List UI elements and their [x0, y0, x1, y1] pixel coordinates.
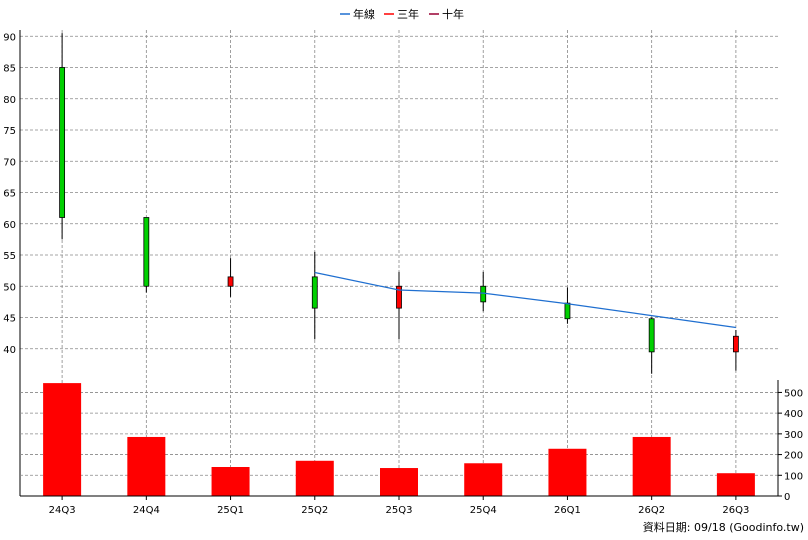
price-tick-label: 90 — [3, 32, 16, 43]
x-tick-label: 25Q1 — [217, 505, 244, 516]
volume-bar — [295, 460, 334, 496]
volume-tick-label: 500 — [784, 388, 803, 399]
x-tick-label: 26Q3 — [722, 505, 749, 516]
legend-label: 年線 — [353, 7, 375, 21]
volume-bar — [464, 463, 503, 496]
volume-bar — [43, 383, 82, 496]
legend-label: 三年 — [397, 7, 419, 21]
price-tick-label: 75 — [3, 126, 16, 137]
price-tick-label: 80 — [3, 95, 16, 106]
candle-body — [311, 276, 318, 309]
volume-bar — [380, 468, 418, 496]
x-tick-label: 26Q1 — [554, 505, 581, 516]
price-panel: 40 45 50 55 60 65 70 75 80 85 90 — [3, 30, 778, 496]
x-tick-label: 25Q2 — [301, 505, 328, 516]
candle-body — [564, 302, 571, 320]
x-axis: 24Q3 24Q4 25Q1 25Q2 25Q3 25Q4 26Q1 26Q2 26Q3 — [20, 495, 778, 516]
candle-body — [648, 318, 655, 353]
volume-panel: 0 100 200 300 400 500 — [20, 380, 803, 503]
candle-body — [732, 335, 739, 353]
volume-bar — [211, 467, 250, 496]
price-tick-label: 40 — [3, 345, 16, 356]
x-tick-label: 26Q2 — [638, 505, 665, 516]
legend: 年線 三年 十年 — [340, 7, 464, 21]
price-tick-label: 55 — [3, 251, 16, 262]
candle-body — [143, 217, 150, 287]
volume-tick-label: 0 — [784, 492, 790, 503]
volume-tick-label: 400 — [784, 409, 803, 420]
volume-bar — [127, 436, 166, 496]
candle-body — [59, 67, 66, 218]
price-tick-label: 70 — [3, 157, 16, 168]
volume-tick-label: 300 — [784, 430, 803, 441]
annual-line — [314, 271, 736, 329]
legend-label: 十年 — [442, 7, 464, 21]
x-tick-label: 25Q4 — [470, 505, 497, 516]
data-date-credit: 資料日期: 09/18 (Goodinfo.tw) — [643, 520, 804, 534]
price-tick-label: 65 — [3, 189, 16, 200]
volume-tick-label: 100 — [784, 471, 803, 482]
candle-body — [227, 276, 234, 287]
price-tick-label: 85 — [3, 64, 16, 75]
price-tick-label: 50 — [3, 282, 16, 293]
price-tick-label: 45 — [3, 314, 16, 325]
price-tick-label: 60 — [3, 220, 16, 231]
volume-bar — [716, 473, 755, 496]
x-tick-label: 24Q3 — [49, 505, 76, 516]
volume-bar — [632, 436, 671, 496]
volume-tick-label: 200 — [784, 451, 803, 462]
candle-body — [396, 285, 402, 309]
x-tick-label: 24Q4 — [133, 505, 160, 516]
candle-body — [480, 285, 487, 303]
volume-bar — [548, 448, 587, 496]
x-tick-label: 25Q3 — [386, 505, 413, 516]
